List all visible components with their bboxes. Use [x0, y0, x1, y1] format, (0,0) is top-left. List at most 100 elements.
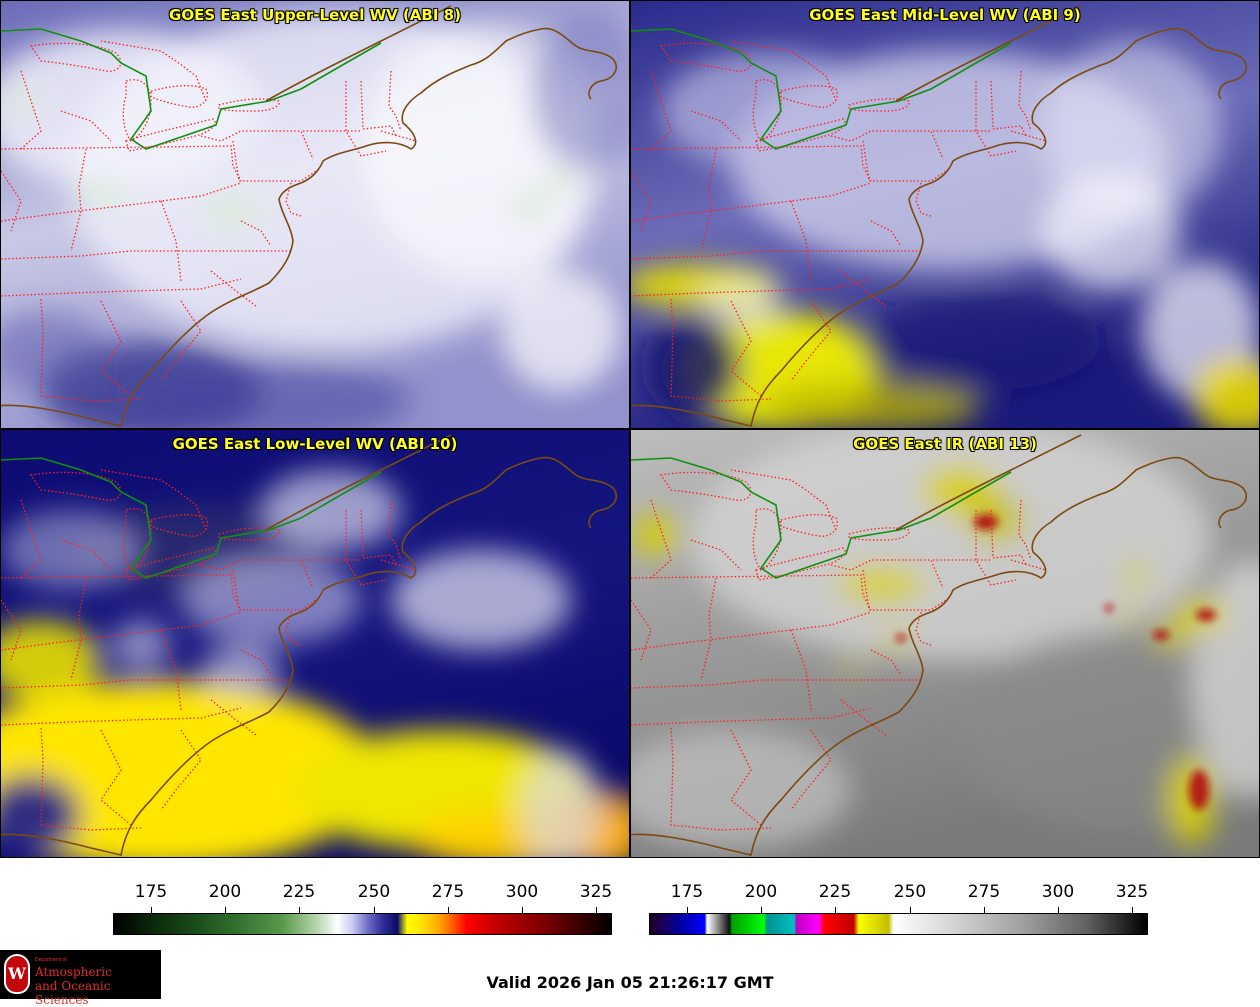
wv-colorbar: 175 200 225 250 275 300 325 [113, 880, 612, 936]
state-border-line [862, 140, 950, 182]
ir-tick-mark [835, 907, 836, 913]
st-lawrence-river [265, 434, 452, 531]
coastline [1, 456, 617, 856]
imagery-cloud-field [631, 41, 1259, 428]
state-border-line [360, 509, 397, 566]
state-border-line [1010, 559, 1047, 571]
state-border-line [730, 729, 762, 826]
state-border-line [631, 611, 872, 651]
state-border-line [100, 469, 207, 531]
state-border-line [388, 70, 402, 132]
aos-logo: W Department of Atmospheric and Oceanic … [0, 950, 161, 1007]
panel-mid-level-wv: GOES East Mid-Level WV (ABI 9) [630, 0, 1260, 429]
state-border-line [631, 278, 872, 297]
state-border-line [790, 300, 832, 382]
panel-title-upper-level-wv: GOES East Upper-Level WV (ABI 8) [169, 6, 461, 24]
ir-tick-label: 275 [967, 882, 1001, 902]
ir-colorbar-gradient [649, 913, 1148, 935]
state-border-line [990, 80, 1027, 137]
state-border-line [631, 250, 921, 260]
lake-outline [218, 527, 280, 541]
lake-outline [150, 514, 208, 537]
lake-outline [659, 42, 752, 72]
state-border-line [160, 729, 202, 811]
ir-tick-mark [984, 907, 985, 913]
state-border-line [1, 250, 291, 260]
state-border-line [631, 679, 921, 689]
lake-outline [848, 527, 910, 541]
state-border-line [700, 148, 717, 252]
state-border-line [631, 145, 872, 182]
state-border-line [232, 569, 320, 611]
panel-title-mid-level-wv: GOES East Mid-Level WV (ABI 9) [809, 6, 1081, 24]
state-border-line [100, 300, 132, 397]
logo-department: Department of [35, 957, 67, 963]
state-border-line [1, 145, 242, 182]
lake-outline [122, 508, 152, 571]
panel-title-low-level-wv: GOES East Low-Level WV (ABI 10) [172, 435, 458, 453]
state-border-line [650, 499, 672, 579]
wv-tick-label: 275 [431, 882, 465, 902]
state-border-line [840, 699, 887, 736]
state-border-line [730, 300, 762, 397]
state-border-line [1018, 70, 1032, 132]
st-lawrence-river [265, 5, 452, 102]
state-border-line [210, 270, 257, 307]
state-border-line [1, 170, 22, 232]
state-border-line [1010, 130, 1047, 142]
international-border-line [631, 28, 1012, 150]
uw-seal-icon: W [4, 954, 30, 994]
ir-tick-mark [1058, 907, 1059, 913]
state-border-line [70, 148, 87, 252]
state-border-line [210, 699, 257, 736]
state-border-line [1018, 499, 1032, 561]
wv-tick-mark [596, 907, 597, 913]
state-border-line [631, 574, 872, 611]
lake-outline [659, 471, 752, 501]
lake-outline [752, 79, 782, 142]
state-border-line [160, 300, 202, 382]
international-border-line [631, 457, 1012, 579]
state-border-line [40, 727, 142, 831]
ir-tick-label: 300 [1041, 882, 1075, 902]
st-lawrence-river [895, 5, 1082, 102]
map-low-level-wv [1, 430, 629, 857]
map-overlays [1, 5, 617, 427]
state-border-line [870, 649, 902, 676]
ir-tick-mark [687, 907, 688, 913]
lake-outline [848, 98, 910, 112]
imagery-cloud-field [1, 470, 629, 857]
lake-outline [780, 514, 838, 537]
wv-tick-label: 200 [208, 882, 242, 902]
imagery-cloud-field [1, 11, 629, 428]
state-border-line [1, 707, 242, 726]
state-border-line [730, 469, 837, 531]
ir-tick-label: 175 [670, 882, 704, 902]
state-border-line [631, 170, 652, 232]
ir-tick-mark [761, 907, 762, 913]
state-border-line [240, 649, 272, 676]
state-border-line [1, 182, 242, 222]
state-border-line [70, 577, 87, 681]
ir-tick-label: 200 [744, 882, 778, 902]
ir-tick-label: 250 [893, 882, 927, 902]
ir-tick-mark [910, 907, 911, 913]
state-border-line [631, 182, 872, 222]
wv-tick-label: 225 [282, 882, 316, 902]
state-border-line [232, 140, 320, 182]
ir-tick-mark [1132, 907, 1133, 913]
state-border-line [20, 70, 42, 150]
state-border-line [1, 574, 242, 611]
state-border-line [1, 278, 242, 297]
state-border-line [1, 679, 291, 689]
coastline [631, 27, 1247, 427]
state-border-line [870, 220, 902, 247]
state-border-line [1, 599, 22, 661]
state-border-line [670, 727, 772, 831]
map-overlays [1, 434, 617, 856]
st-lawrence-river [895, 434, 1082, 531]
lake-outline [29, 42, 122, 72]
wv-colorbar-gradient [113, 913, 612, 935]
state-border-line [840, 270, 887, 307]
state-border-line [388, 499, 402, 561]
